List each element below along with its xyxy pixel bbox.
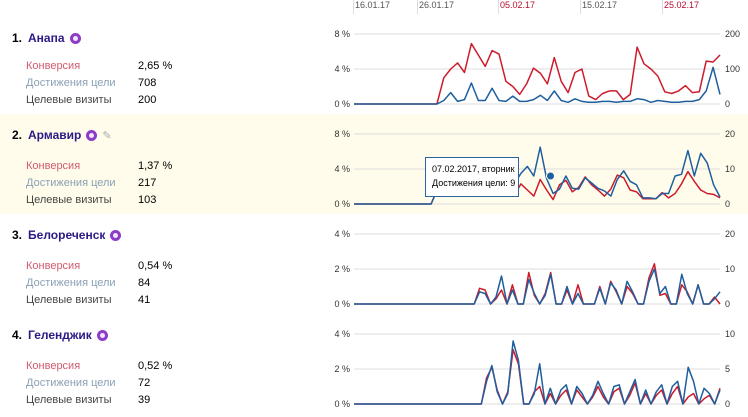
date-label: 26.01.17 — [419, 0, 455, 10]
city-title[interactable]: 4. Геленджик — [12, 328, 108, 342]
date-tick — [662, 0, 663, 14]
y-left-tick: 0 % — [334, 299, 350, 309]
y-left-tick: 0 % — [334, 399, 350, 409]
tooltip-date: 07.02.2017, вторник — [432, 164, 515, 174]
date-tick — [580, 0, 581, 14]
city-row-gelendzhik: 4. Геленджик Конверсия 0,52 % Достижения… — [0, 314, 748, 414]
date-tick — [353, 0, 354, 14]
row-number: 1. — [12, 31, 23, 45]
y-right-tick: 200 — [725, 29, 740, 39]
row-number: 4. — [12, 328, 23, 342]
tooltip-value: Достижения цели: 9 — [432, 178, 516, 188]
goal-label: Достижения цели — [26, 77, 116, 89]
row-number: 2. — [12, 128, 23, 142]
conversion-label: Конверсия — [26, 60, 81, 72]
y-left-tick: 2 % — [334, 264, 350, 274]
city-chart[interactable]: 4 % 10 2 % 5 0 % 0 — [330, 328, 748, 409]
goal-value: 217 — [138, 177, 157, 189]
visits-label: Целевые визиты — [26, 194, 112, 206]
goal-label: Достижения цели — [26, 177, 116, 189]
pencil-icon[interactable]: ✎ — [102, 129, 112, 142]
y-right-tick: 100 — [725, 64, 740, 74]
y-right-tick: 20 — [725, 129, 735, 139]
y-right-tick: 10 — [725, 264, 735, 274]
date-label: 15.02.17 — [582, 0, 618, 10]
visits-value: 39 — [138, 394, 151, 406]
goal-line[interactable] — [354, 146, 721, 205]
chart-tooltip: 07.02.2017, вторник Достижения цели: 9 — [425, 157, 519, 197]
y-right-tick: 0 — [725, 99, 730, 109]
url-badge-icon[interactable] — [86, 129, 98, 141]
y-left-tick: 0 % — [334, 99, 350, 109]
date-label: 16.01.17 — [355, 0, 391, 10]
goal-value: 84 — [138, 277, 151, 289]
goal-line[interactable] — [354, 66, 721, 105]
conversion-value: 1,37 % — [138, 160, 173, 172]
conversion-value: 0,54 % — [138, 260, 173, 272]
conversion-value: 2,65 % — [138, 60, 173, 72]
city-name[interactable]: Белореченск — [28, 228, 106, 242]
city-name[interactable]: Геленджик — [28, 328, 92, 342]
conversion-label: Конверсия — [26, 160, 81, 172]
url-badge-icon[interactable] — [96, 329, 108, 341]
date-axis: 16.01.17 26.01.17 05.02.17 15.02.17 25.0… — [0, 0, 748, 14]
goal-value: 708 — [138, 77, 157, 89]
city-title[interactable]: 1. Анапа — [12, 31, 81, 45]
y-left-tick: 4 % — [334, 64, 350, 74]
y-right-tick: 10 — [725, 329, 735, 339]
goal-line[interactable] — [354, 340, 721, 405]
chart-svg[interactable]: 4 % 10 2 % 5 0 % 0 — [330, 328, 748, 409]
y-right-tick: 5 — [725, 364, 730, 374]
visits-label: Целевые визиты — [26, 394, 112, 406]
hover-point[interactable] — [545, 171, 555, 181]
y-right-tick: 10 — [725, 164, 735, 174]
visits-value: 41 — [138, 294, 151, 306]
city-name[interactable]: Армавир — [28, 128, 82, 142]
url-badge-icon[interactable] — [69, 32, 81, 44]
date-label: 25.02.17 — [664, 0, 700, 10]
row-number: 3. — [12, 228, 23, 242]
city-row-anapa: 1. Анапа Конверсия 2,65 % Достижения цел… — [0, 14, 748, 114]
goal-line[interactable] — [354, 268, 721, 305]
y-left-tick: 8 % — [334, 129, 350, 139]
y-left-tick: 4 % — [334, 329, 350, 339]
y-right-tick: 0 — [725, 299, 730, 309]
y-right-tick: 20 — [725, 229, 735, 239]
city-row-belorechensk: 3. Белореченск Конверсия 0,54 % Достижен… — [0, 214, 748, 314]
chart-svg[interactable]: 8 % 200 4 % 100 0 % 0 — [330, 28, 748, 109]
visits-value: 103 — [138, 194, 157, 206]
city-row-armavir: 2. Армавир ✎ Конверсия 1,37 % Достижения… — [0, 114, 748, 214]
date-tick — [417, 0, 418, 14]
city-chart[interactable]: 8 % 200 4 % 100 0 % 0 — [330, 28, 748, 109]
y-right-tick: 0 — [725, 399, 730, 409]
city-title[interactable]: 2. Армавир ✎ — [12, 128, 112, 142]
goal-label: Достижения цели — [26, 277, 116, 289]
city-chart[interactable]: 4 % 20 2 % 10 0 % 0 — [330, 228, 748, 309]
city-title[interactable]: 3. Белореченск — [12, 228, 122, 242]
city-name[interactable]: Анапа — [28, 31, 65, 45]
visits-value: 200 — [138, 94, 157, 106]
y-right-tick: 0 — [725, 199, 730, 209]
conversion-line[interactable] — [354, 170, 721, 205]
chart-svg[interactable]: 8 % 20 4 % 10 0 % 0 — [330, 128, 748, 209]
url-badge-icon[interactable] — [110, 229, 122, 241]
y-left-tick: 0 % — [334, 199, 350, 209]
conversion-value: 0,52 % — [138, 360, 173, 372]
y-left-tick: 4 % — [334, 229, 350, 239]
y-left-tick: 2 % — [334, 364, 350, 374]
y-left-tick: 4 % — [334, 164, 350, 174]
city-chart[interactable]: 8 % 20 4 % 10 0 % 0 — [330, 128, 748, 209]
date-label: 05.02.17 — [500, 0, 536, 10]
visits-label: Целевые визиты — [26, 294, 112, 306]
conversion-label: Конверсия — [26, 260, 81, 272]
goal-value: 72 — [138, 377, 151, 389]
chart-svg[interactable]: 4 % 20 2 % 10 0 % 0 — [330, 228, 748, 309]
conversion-line[interactable] — [354, 42, 721, 105]
y-left-tick: 8 % — [334, 29, 350, 39]
goal-label: Достижения цели — [26, 377, 116, 389]
visits-label: Целевые визиты — [26, 94, 112, 106]
conversion-label: Конверсия — [26, 360, 81, 372]
date-tick — [498, 0, 499, 14]
